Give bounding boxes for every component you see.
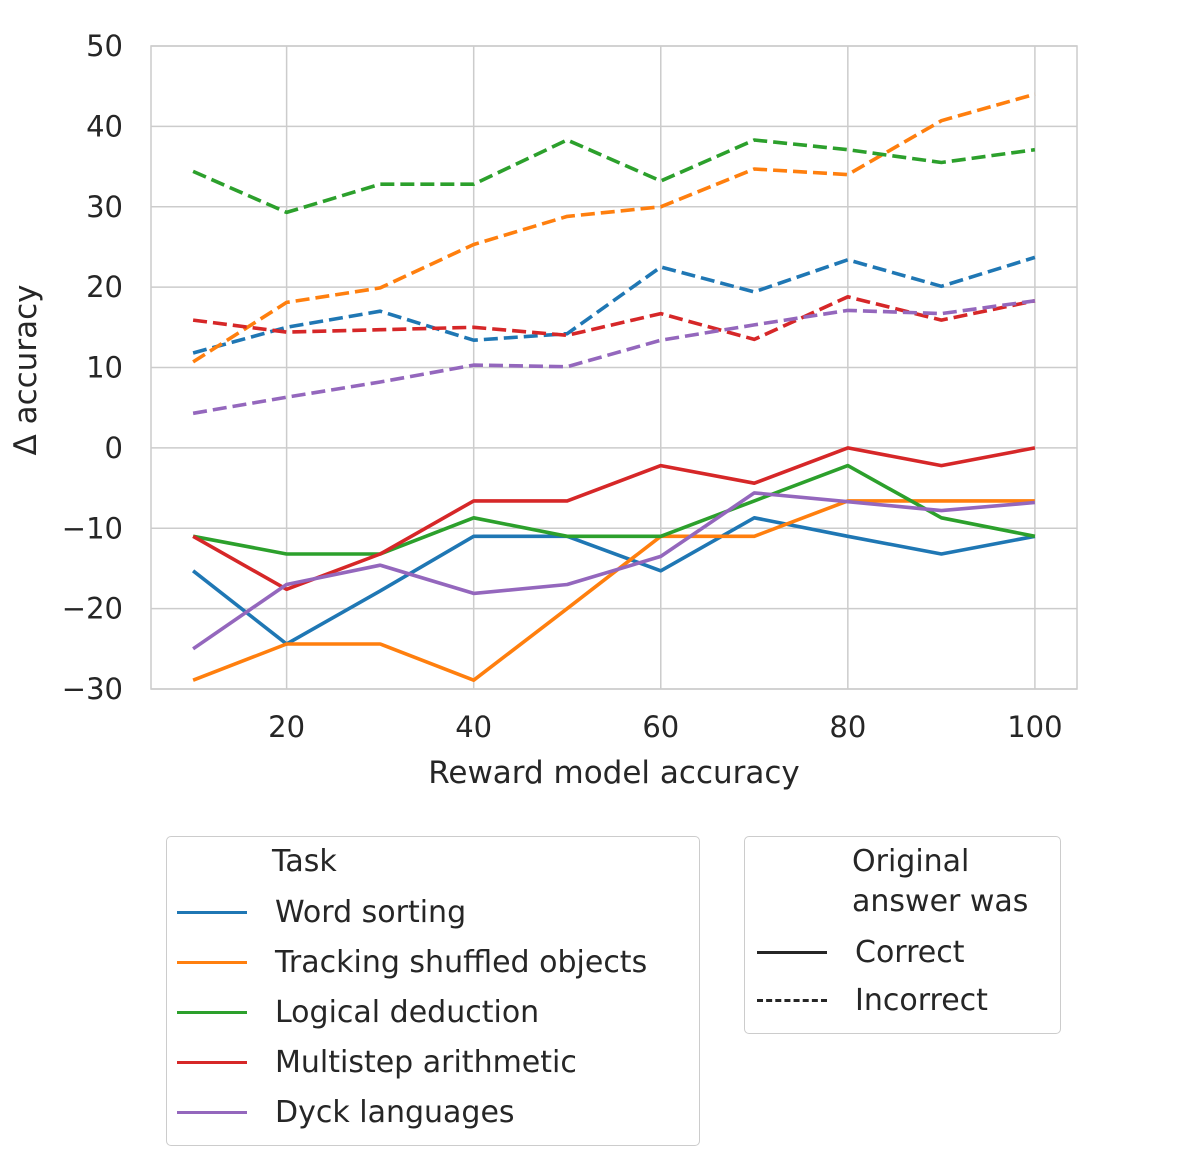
- legend-swatch-dashed: [757, 998, 827, 1002]
- legend-task-title: Task: [272, 844, 337, 879]
- legend-label: Incorrect: [855, 982, 988, 1018]
- y-tick-labels: −30 −20 −10 0 10 20 30 40 50: [62, 29, 123, 706]
- legend-label: Multistep arithmetic: [275, 1044, 577, 1080]
- legend-style-title-line1: Original: [852, 844, 970, 879]
- legend-swatch-logical-deduction: [177, 1010, 247, 1014]
- legend-item-incorrect: Incorrect: [757, 975, 988, 1025]
- legend-label: Dyck languages: [275, 1094, 515, 1130]
- series-line-tracking-shuffled-objects-correct: [192, 499, 1035, 683]
- y-tick-label: 10: [86, 351, 123, 385]
- y-tick-label: 30: [86, 190, 123, 224]
- chart: −30 −20 −10 0 10 20 30 40 50 20 40 60 80 100 Reward …: [8, 29, 1078, 791]
- plot-frame: [150, 45, 1078, 690]
- series-line-logical-deduction-incorrect: [192, 138, 1036, 215]
- legend-label: Correct: [855, 934, 965, 970]
- x-axis-label: Reward model accuracy: [428, 755, 800, 791]
- series-line-multistep-arithmetic-incorrect: [192, 294, 1036, 342]
- x-tick-label: 40: [455, 710, 492, 744]
- legend-original-answer: Original answer was Correct Incorrect: [744, 836, 1061, 1034]
- legend-item-word-sorting: Word sorting: [177, 887, 466, 937]
- y-tick-label: 50: [86, 29, 123, 63]
- series-line-dyck-languages-incorrect: [192, 299, 1036, 416]
- legend-item-dyck-languages: Dyck languages: [177, 1087, 515, 1137]
- legend-item-logical-deduction: Logical deduction: [177, 987, 539, 1037]
- y-tick-label: −10: [62, 511, 123, 545]
- legend-label: Tracking shuffled objects: [275, 944, 648, 980]
- x-tick-labels: 20 40 60 80 100: [268, 710, 1062, 744]
- y-axis-label: Δ accuracy: [8, 285, 44, 456]
- legend-swatch-dyck-languages: [177, 1110, 247, 1114]
- legend-task: Task Word sorting Tracking shuffled obje…: [166, 836, 700, 1146]
- legend-swatch-tracking-shuffled-objects: [177, 960, 247, 964]
- y-tick-label: 20: [86, 270, 123, 304]
- legend-label: Logical deduction: [275, 994, 540, 1030]
- series-line-logical-deduction-correct: [192, 463, 1036, 556]
- legend-item-tracking-shuffled-objects: Tracking shuffled objects: [177, 937, 647, 987]
- series-line-multistep-arithmetic-correct: [192, 446, 1036, 592]
- x-tick-label: 100: [1007, 710, 1062, 744]
- series-line-tracking-shuffled-objects-incorrect: [192, 92, 1036, 364]
- legend-label: Word sorting: [275, 894, 467, 930]
- legend-item-multistep-arithmetic: Multistep arithmetic: [177, 1037, 577, 1087]
- grid: [151, 45, 1077, 690]
- y-tick-label: −20: [62, 592, 123, 626]
- y-tick-label: 40: [86, 109, 123, 143]
- series-line-word-sorting-incorrect: [192, 255, 1036, 355]
- x-tick-label: 60: [642, 710, 679, 744]
- legend-swatch-multistep-arithmetic: [177, 1060, 247, 1064]
- y-tick-label: 0: [105, 431, 123, 465]
- legend-style-title-line2: answer was: [852, 884, 1029, 919]
- x-tick-label: 80: [829, 710, 866, 744]
- series-line-word-sorting-correct: [191, 515, 1036, 646]
- y-tick-label: −30: [62, 672, 123, 706]
- legend-swatch-word-sorting: [177, 910, 247, 914]
- x-tick-label: 20: [268, 710, 305, 744]
- series-lines: [191, 92, 1036, 683]
- legend-item-correct: Correct: [757, 927, 965, 977]
- legend-swatch-solid: [757, 950, 827, 954]
- series-line-dyck-languages-correct: [192, 491, 1036, 651]
